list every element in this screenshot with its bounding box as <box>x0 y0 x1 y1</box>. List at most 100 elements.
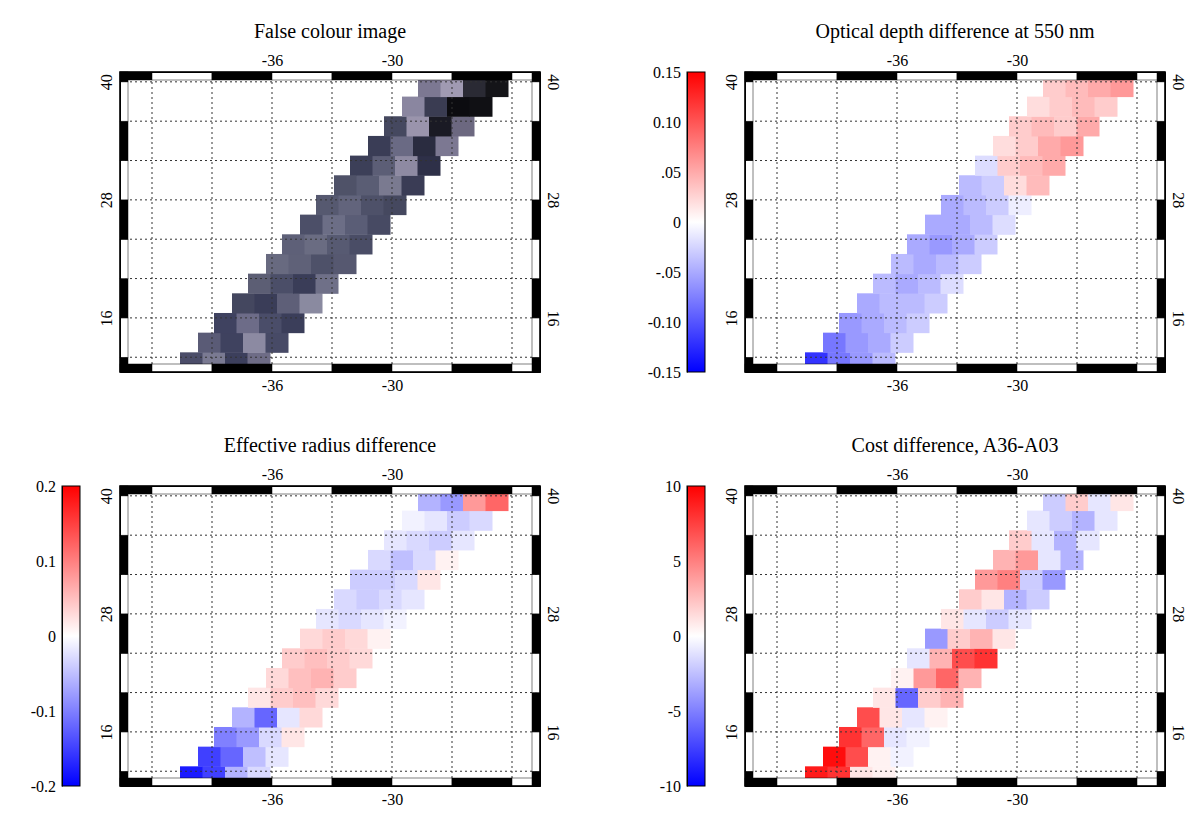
tick-label: 28 <box>723 192 740 208</box>
cell <box>384 116 407 136</box>
cell <box>941 688 964 708</box>
frame <box>745 486 1165 786</box>
cell <box>896 274 919 294</box>
cell <box>914 668 937 688</box>
cell <box>418 570 441 590</box>
grid-line <box>745 731 1165 732</box>
cell <box>1016 136 1039 156</box>
axis-line <box>1165 487 1166 787</box>
cell <box>907 313 930 333</box>
cell <box>1020 156 1043 176</box>
axis-line <box>746 372 1166 373</box>
cell <box>323 215 346 235</box>
cell <box>384 609 407 629</box>
tick: 28 <box>1165 606 1187 622</box>
frame-segment <box>897 778 957 786</box>
cell <box>1032 530 1055 550</box>
cell <box>1032 116 1055 136</box>
tick-label: -30 <box>382 466 403 483</box>
cell <box>1043 570 1066 590</box>
tick-label: -36 <box>887 466 908 483</box>
grid-line <box>120 278 540 279</box>
frame-segment <box>272 486 332 494</box>
cell <box>1054 530 1077 550</box>
cell <box>271 688 294 708</box>
cell <box>282 313 305 333</box>
cell <box>1027 175 1050 195</box>
frame-segment <box>532 318 540 357</box>
axis-line <box>746 72 1166 73</box>
frame-segment <box>120 771 128 786</box>
tick-label: -0.10 <box>648 314 681 331</box>
tick: .05 <box>661 164 687 181</box>
cell <box>839 313 862 333</box>
tick-label: 40 <box>98 488 115 504</box>
tick: -30 <box>1007 372 1028 394</box>
frame-segment <box>837 486 897 494</box>
frame-segment <box>745 82 753 121</box>
cell <box>925 629 948 649</box>
cell <box>379 175 402 195</box>
tick: -36 <box>262 52 283 72</box>
frame-outline <box>745 72 1165 372</box>
frame-outline <box>745 486 1165 786</box>
frame-segment <box>120 653 128 692</box>
tick: 10 <box>665 478 687 495</box>
panel: -36-30-36-30162840162840Optical depth di… <box>648 20 1187 394</box>
frame-segment <box>120 496 128 535</box>
cell <box>300 707 323 727</box>
grid <box>120 72 540 372</box>
x-axis-bottom: -36-30 <box>121 372 541 394</box>
cell <box>379 589 402 609</box>
axis-line <box>62 487 63 787</box>
frame-segment <box>1157 82 1165 121</box>
cell <box>891 333 914 353</box>
cell <box>1016 550 1039 570</box>
tick-label: -0.15 <box>648 364 681 381</box>
colorbar-axis: -0.2-0.100.10.2 <box>31 478 63 795</box>
cell <box>993 629 1016 649</box>
tick: -36 <box>262 466 283 486</box>
cell <box>986 609 1009 629</box>
frame-segment <box>272 364 332 372</box>
cell <box>221 747 244 767</box>
grid-line <box>212 72 213 372</box>
frame <box>745 72 1165 372</box>
grid-line <box>745 613 1165 614</box>
cell <box>1072 97 1095 117</box>
tick: 28 <box>540 192 562 208</box>
tick: 0.2 <box>36 478 62 495</box>
cell <box>1077 530 1100 550</box>
cell <box>1050 511 1073 531</box>
grid <box>120 486 540 786</box>
frame-segment <box>745 486 753 496</box>
cell <box>873 688 896 708</box>
tick-label: 16 <box>545 724 562 740</box>
tick-label: .05 <box>661 164 681 181</box>
frame-segment <box>120 200 128 239</box>
cell <box>1043 156 1066 176</box>
x-axis-bottom: -36-30 <box>121 786 541 808</box>
tick-label: 0.15 <box>653 64 681 81</box>
cell <box>1077 116 1100 136</box>
frame-segment <box>120 161 128 200</box>
cell <box>1009 195 1032 215</box>
cell <box>293 274 316 294</box>
frame-segment <box>777 778 837 786</box>
tick: -36 <box>887 466 908 486</box>
panel-title: Optical depth difference at 550 nm <box>816 20 1095 43</box>
tick-label: -30 <box>382 791 403 808</box>
cell <box>993 215 1016 235</box>
cell <box>266 254 289 274</box>
cell <box>334 668 357 688</box>
frame-segment <box>1157 732 1165 771</box>
tick: -10 <box>660 778 687 795</box>
cell <box>959 175 982 195</box>
y-axis-right: 162840 <box>1165 487 1187 787</box>
grid-line <box>120 81 540 82</box>
cell <box>361 609 384 629</box>
y-axis-left: 162840 <box>723 73 746 373</box>
x-axis-bottom: -36-30 <box>746 786 1166 808</box>
cell <box>891 747 914 767</box>
figure: -36-30-36-30162840162840False colour ima… <box>0 0 1200 832</box>
